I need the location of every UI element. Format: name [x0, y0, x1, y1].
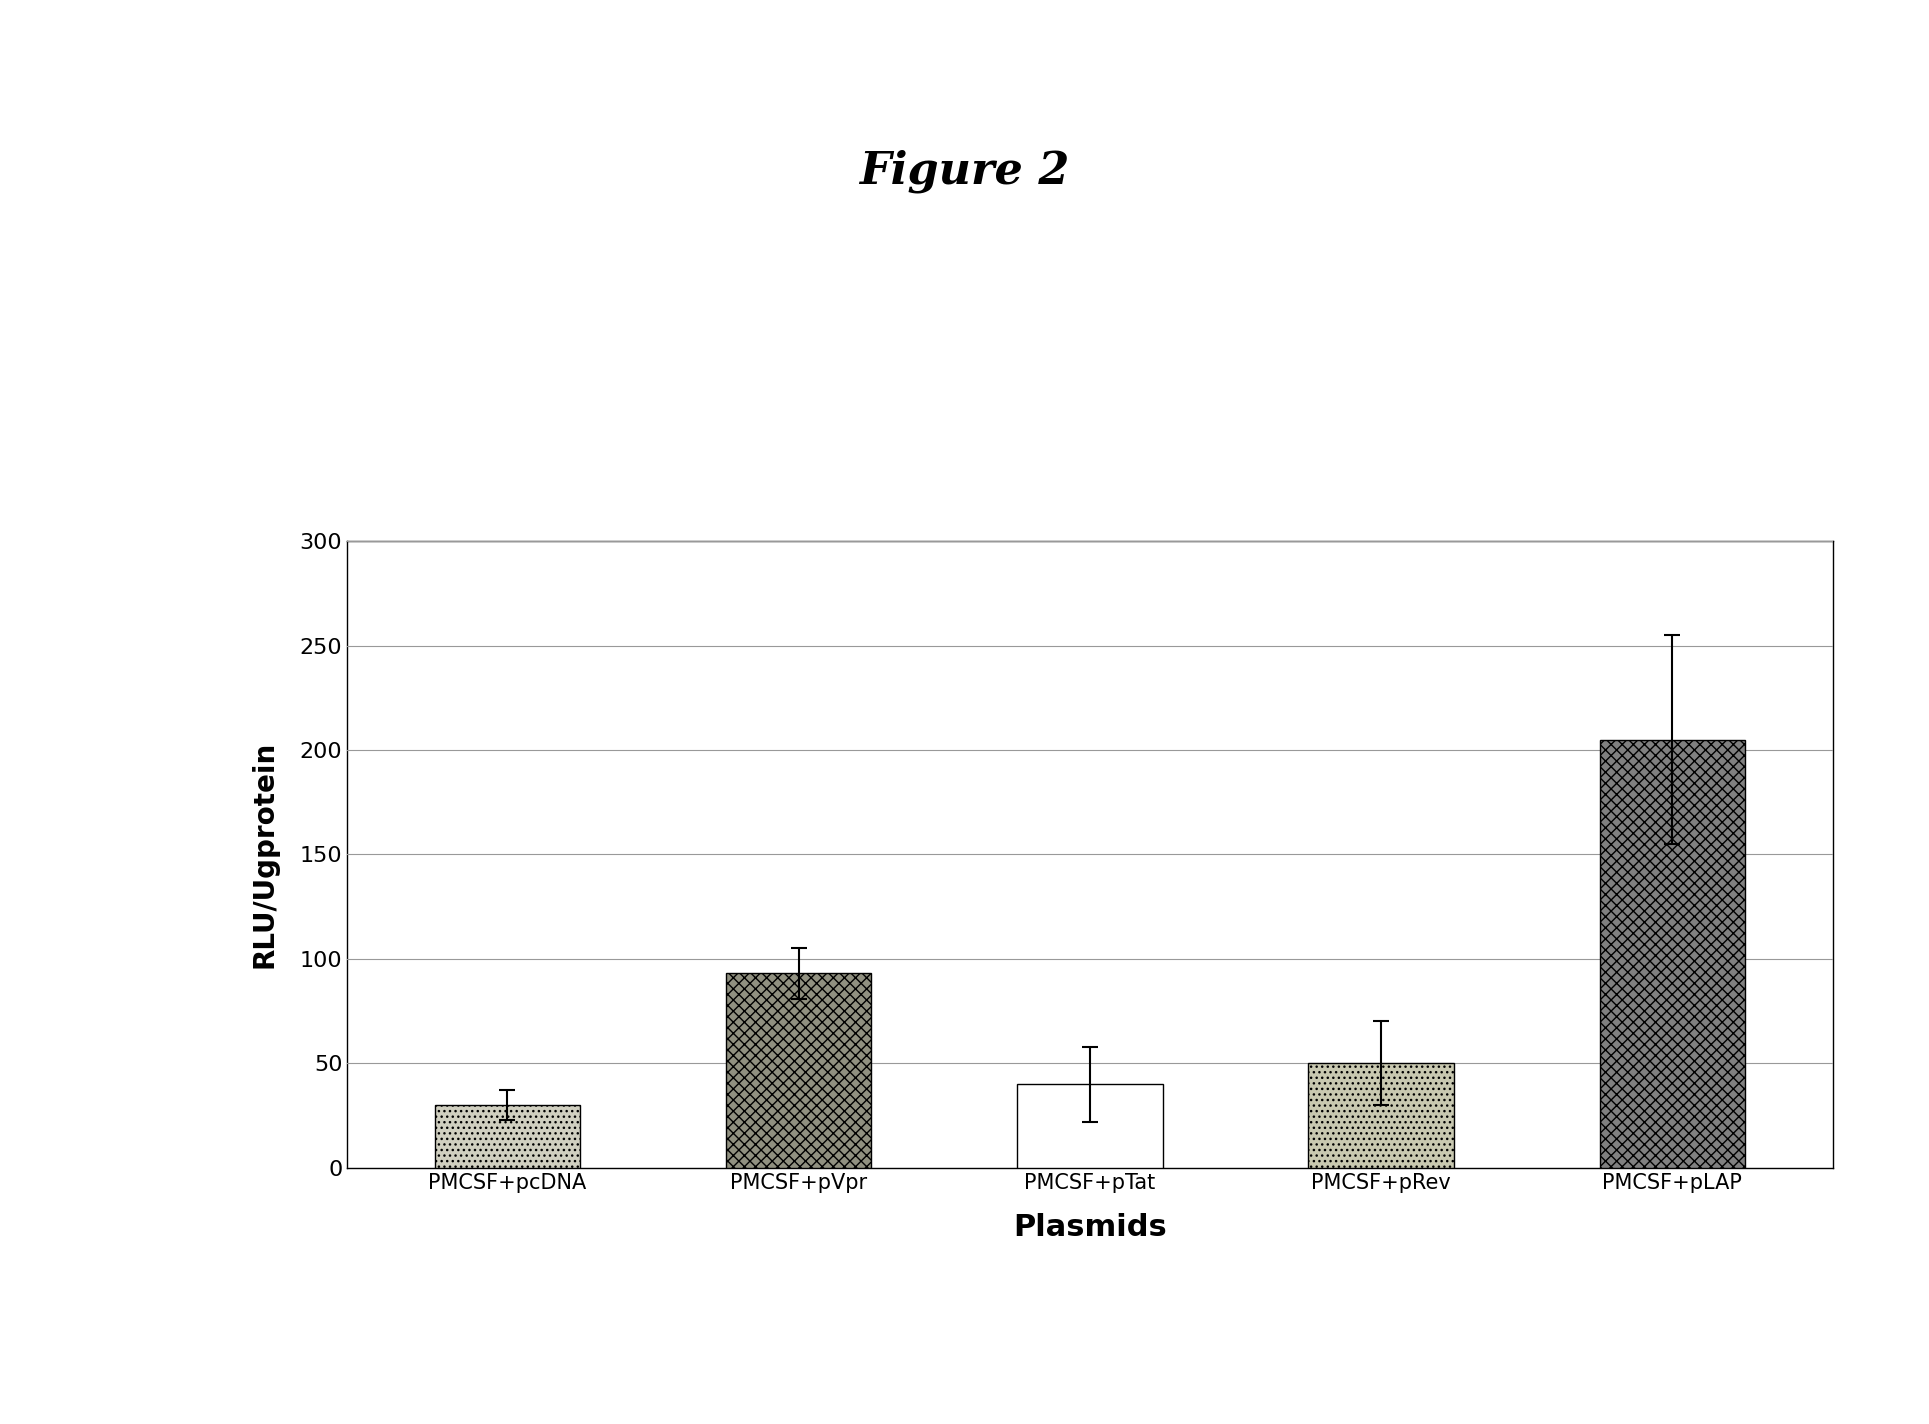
Text: Figure 2: Figure 2 [858, 150, 1071, 192]
Bar [1308, 1064, 1454, 1168]
X-axis label: Plasmids: Plasmids [1013, 1213, 1167, 1242]
Bar [1017, 1084, 1163, 1168]
Bar [1599, 739, 1746, 1168]
Bar [434, 1105, 581, 1168]
Y-axis label: RLU/Ugprotein: RLU/Ugprotein [251, 740, 280, 968]
Bar [725, 974, 872, 1168]
